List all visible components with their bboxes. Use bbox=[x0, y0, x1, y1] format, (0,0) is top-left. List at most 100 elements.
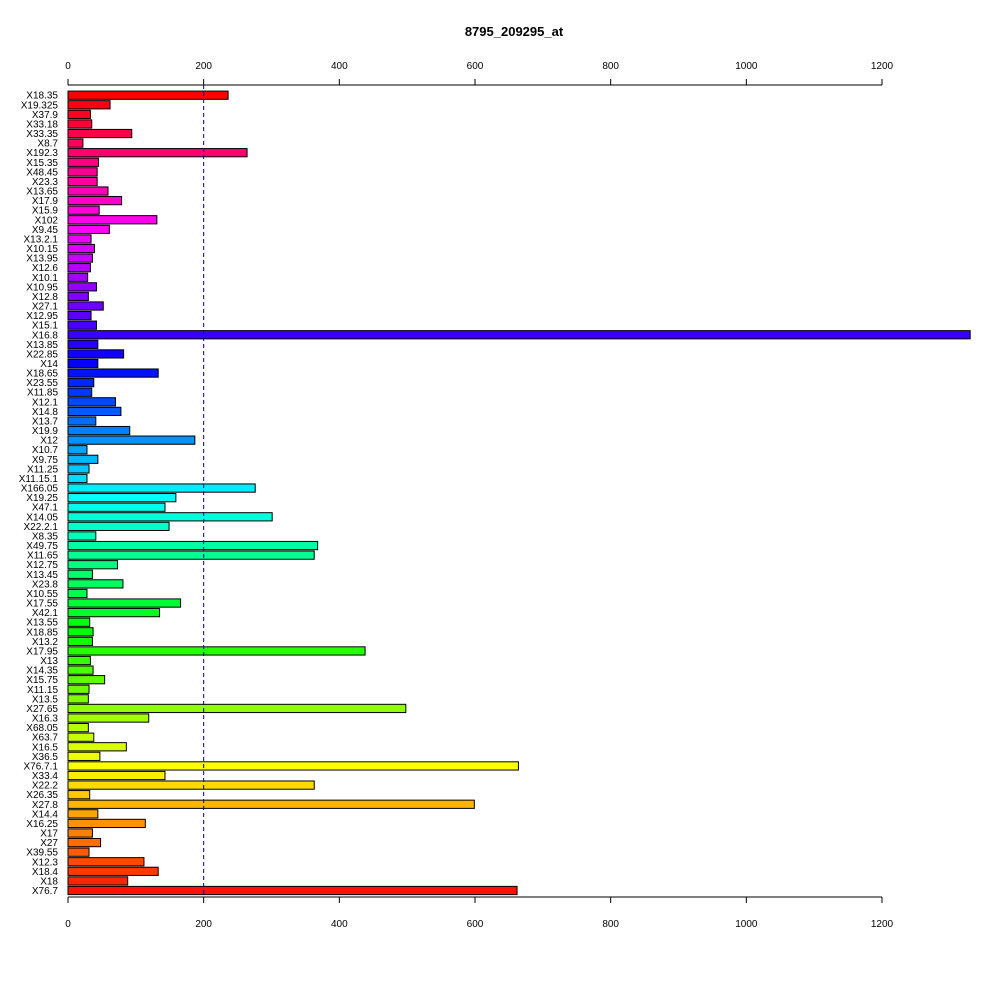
category-label: X17.95 bbox=[26, 646, 58, 657]
bar bbox=[67, 282, 97, 292]
bar bbox=[67, 722, 89, 733]
bar bbox=[67, 378, 95, 388]
category-label: X13.65 bbox=[26, 187, 58, 198]
category-label: X63.7 bbox=[32, 733, 59, 744]
category-label: X12.3 bbox=[32, 857, 59, 868]
category-label: X8.7 bbox=[37, 139, 58, 150]
bar bbox=[67, 138, 84, 148]
bar bbox=[67, 540, 319, 551]
bar bbox=[67, 703, 407, 714]
tick-label: 1200 bbox=[871, 61, 894, 72]
category-label: X102 bbox=[35, 215, 59, 226]
category-label: X14.05 bbox=[26, 512, 58, 523]
bar bbox=[67, 885, 518, 896]
category-label: X26.35 bbox=[26, 790, 58, 801]
category-labels: X18.35X19.325X37.9X33.18X33.35X8.7X192.3… bbox=[19, 91, 59, 897]
tick-label: 600 bbox=[467, 919, 484, 930]
category-label: X10.1 bbox=[32, 273, 59, 284]
tick-label: 1000 bbox=[735, 919, 758, 930]
category-label: X23.8 bbox=[32, 579, 59, 590]
bar bbox=[67, 416, 97, 426]
bar bbox=[67, 128, 133, 139]
category-label: X11.15.1 bbox=[19, 474, 59, 485]
bar bbox=[67, 617, 91, 627]
bar bbox=[67, 253, 93, 263]
category-label: X192.3 bbox=[26, 148, 58, 159]
tick-label: 200 bbox=[195, 919, 212, 930]
bar bbox=[67, 502, 166, 512]
bar bbox=[67, 493, 177, 503]
category-label: X15.35 bbox=[26, 158, 58, 169]
category-label: X15.9 bbox=[32, 206, 59, 217]
bar bbox=[67, 598, 182, 608]
bar bbox=[67, 837, 102, 848]
bar bbox=[67, 263, 91, 273]
bar bbox=[67, 636, 93, 646]
category-label: X15.75 bbox=[26, 675, 58, 686]
category-label: X19.9 bbox=[32, 426, 59, 437]
bar bbox=[67, 876, 129, 886]
bar bbox=[67, 512, 273, 522]
category-label: X8.35 bbox=[32, 531, 59, 542]
category-label: X14.35 bbox=[26, 666, 58, 677]
category-label: X13.5 bbox=[32, 694, 59, 705]
tick-label: 1200 bbox=[871, 919, 894, 930]
category-label: X16.8 bbox=[32, 330, 59, 341]
category-label: X13.45 bbox=[26, 570, 58, 581]
bar bbox=[67, 694, 89, 704]
category-label: X16.5 bbox=[32, 742, 59, 753]
bar bbox=[67, 224, 110, 234]
bar bbox=[67, 310, 92, 321]
bar bbox=[67, 425, 131, 436]
bars-group bbox=[67, 90, 971, 896]
bar bbox=[67, 866, 159, 876]
bar bbox=[67, 847, 90, 857]
category-label: X13.7 bbox=[32, 416, 59, 427]
category-label: X15.1 bbox=[32, 321, 59, 332]
bar bbox=[67, 857, 145, 867]
bar bbox=[67, 234, 92, 244]
category-label: X10.15 bbox=[26, 244, 58, 255]
bar bbox=[67, 742, 127, 752]
category-label: X17.9 bbox=[32, 196, 59, 207]
bar bbox=[67, 560, 119, 570]
category-label: X14 bbox=[40, 359, 58, 370]
category-label: X11.85 bbox=[27, 388, 58, 399]
bar bbox=[67, 780, 315, 790]
category-label: X23.55 bbox=[26, 378, 58, 389]
category-label: X27.8 bbox=[32, 800, 59, 811]
bottom-x-axis: 0 200 400 600 800 1000 1200 bbox=[65, 896, 894, 930]
category-label: X12.75 bbox=[26, 560, 58, 571]
bar bbox=[67, 454, 99, 464]
tick-label: 400 bbox=[331, 61, 348, 72]
category-label: X27 bbox=[40, 838, 58, 849]
category-label: X9.75 bbox=[32, 455, 59, 466]
bar bbox=[67, 195, 123, 206]
bar bbox=[67, 761, 519, 771]
category-label: X11.65 bbox=[27, 551, 58, 562]
bar bbox=[67, 167, 98, 177]
category-label: X13.2.1 bbox=[24, 234, 59, 245]
bar bbox=[67, 301, 104, 311]
bar bbox=[67, 368, 159, 378]
category-label: X16.25 bbox=[26, 819, 58, 830]
bar bbox=[67, 818, 146, 829]
bar bbox=[67, 243, 95, 254]
category-label: X14.4 bbox=[32, 809, 59, 820]
bar bbox=[67, 809, 99, 819]
bar bbox=[67, 531, 97, 541]
category-label: X49.75 bbox=[26, 541, 58, 552]
bar bbox=[67, 90, 229, 100]
category-label: X13.95 bbox=[26, 254, 58, 265]
tick-label: 1000 bbox=[735, 61, 758, 72]
category-label: X33.35 bbox=[26, 129, 58, 140]
tick-label: 800 bbox=[602, 61, 619, 72]
category-label: X12.6 bbox=[32, 263, 59, 274]
bar bbox=[67, 100, 111, 110]
bar bbox=[67, 655, 91, 666]
category-label: X27.65 bbox=[26, 704, 58, 715]
bar bbox=[67, 291, 89, 302]
bar bbox=[67, 445, 88, 455]
bar bbox=[67, 483, 256, 493]
bar bbox=[67, 521, 170, 532]
